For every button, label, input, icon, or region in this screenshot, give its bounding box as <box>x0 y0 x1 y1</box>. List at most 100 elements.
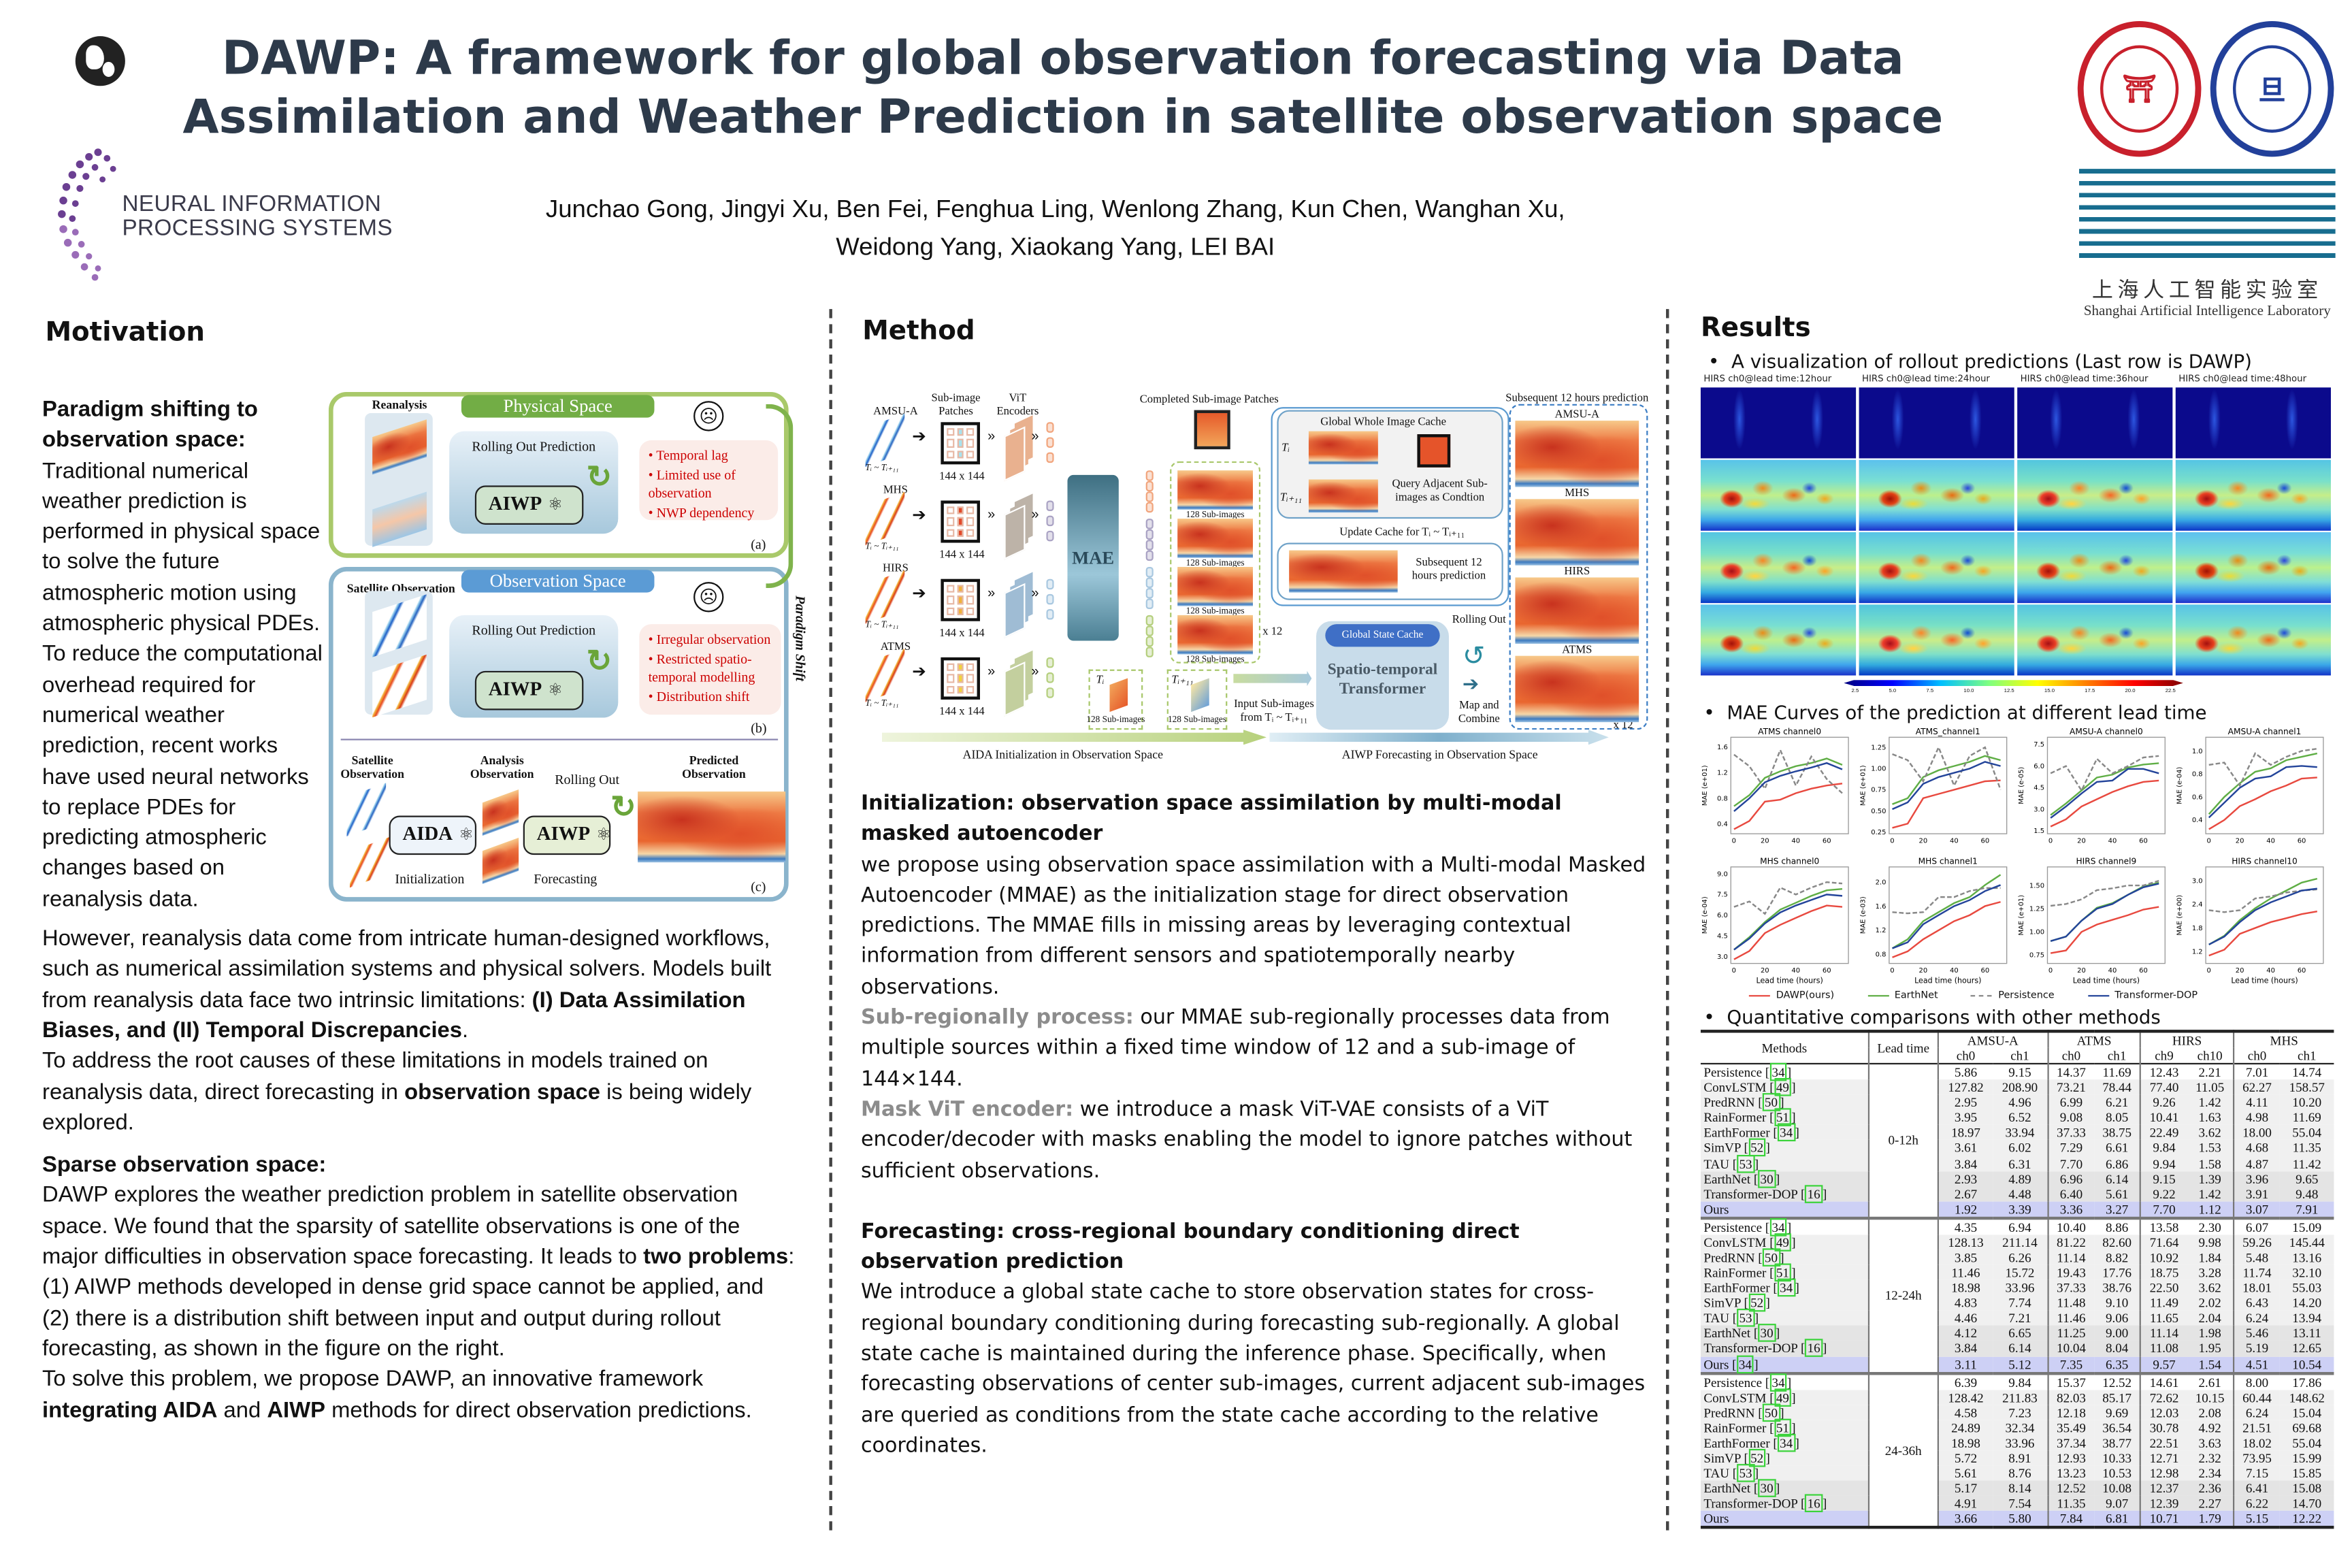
motivation-paragraph-1: Paradigm shifting to observation space: … <box>42 395 796 915</box>
value-cell: 55.04 <box>2280 1125 2334 1141</box>
method-cell: PredRNN [50] <box>1700 1093 1869 1112</box>
table-row: RainFormer [51] 11.46 15.72 19.43 17.76 18.75… <box>1700 1263 2334 1282</box>
method-name: TAU <box>1703 1465 1733 1481</box>
baseline-prediction-panel <box>1859 459 2014 531</box>
value-cell: 11.35 <box>2046 1496 2095 1512</box>
value-cell: 9.69 <box>2094 1404 2141 1420</box>
sub-images-count-label: 128 Sub-images <box>1186 655 1245 665</box>
value-cell: 211.83 <box>1993 1389 2048 1405</box>
baseline-prediction-panel <box>1859 532 2014 604</box>
value-cell: 55.04 <box>2280 1435 2334 1450</box>
address-bold: observation space <box>404 1080 600 1105</box>
baseline-prediction-panel <box>1700 459 1857 531</box>
citation-ref: 30 <box>1758 1479 1776 1498</box>
value-cell: 71.64 <box>2140 1234 2187 1250</box>
series-line-transformer-dop <box>1733 894 1843 951</box>
table-row: EarthFormer [34] 18.97 33.94 37.33 38.75 22.4… <box>1700 1124 2334 1142</box>
table-row: Transformer-DOP [16] 2.67 4.48 6.40 5.61 9.22… <box>1700 1184 2334 1203</box>
aida-init-label: AIDA Initialization in Observation Space <box>962 747 1163 762</box>
method-cell: PredRNN [50] <box>1700 1248 1869 1267</box>
series-line-transformer-dop <box>2050 883 2159 943</box>
value-cell: 6.24 <box>2232 1404 2281 1420</box>
value-cell: 8.91 <box>1993 1450 2048 1466</box>
patch-cell <box>966 428 975 436</box>
lead-time-cell: 12-24h <box>1867 1218 1939 1373</box>
value-cell: 11.74 <box>2232 1264 2281 1280</box>
patch-cell <box>957 663 964 672</box>
value-cell: 2.95 <box>1937 1094 1993 1110</box>
global-state-cache-pill: Global State Cache <box>1325 624 1440 647</box>
th-channel: ch0 <box>1937 1047 1993 1064</box>
input-ti-box <box>1088 669 1143 730</box>
table-row: EarthNet [30] 5.17 8.14 12.52 10.08 12.37 2.36… <box>1700 1479 2334 1498</box>
subregional-label: Sub-regionally process: <box>860 1005 1134 1030</box>
value-cell: 15.04 <box>2280 1404 2334 1420</box>
token-icon <box>1046 500 1054 512</box>
method-cell: TAU [53] <box>1700 1464 1869 1482</box>
value-cell: 3.27 <box>2094 1201 2141 1218</box>
token-icon <box>1145 566 1154 578</box>
value-cell: 5.72 <box>1937 1450 1993 1466</box>
method-cell: EarthNet [30] <box>1700 1169 1869 1188</box>
shlab-mark-icon <box>2079 169 2336 265</box>
token-icon <box>1046 672 1054 683</box>
patch-cell <box>966 595 975 604</box>
method-cell: Ours [34] <box>1700 1354 1869 1373</box>
method-name: Persistence <box>1703 1219 1765 1235</box>
paradigm-shift-arrow-icon <box>766 404 794 588</box>
value-cell: 6.99 <box>2046 1094 2095 1110</box>
solve-bold-1: integrating AIDA <box>42 1398 218 1423</box>
mae-chart: MHS channel1 0.8 1.2 1.6 2.0 0 20 40 60 MAE (e-03… <box>1859 856 2008 985</box>
method-cell: EarthNet [30] <box>1700 1479 1869 1498</box>
token-icon <box>1145 625 1154 636</box>
heatmap-column-label: HIRS ch0@lead time:12hour <box>1703 374 1832 385</box>
legend-label: Persistence <box>1998 989 2055 1002</box>
y-tick-label: 3.0 <box>2192 877 2203 885</box>
x-tick-label: 20 <box>1761 967 1769 975</box>
y-axis-label: MAE (e-04) <box>1701 896 1709 934</box>
th-group: ATMS <box>2046 1031 2141 1048</box>
authors-line1: Junchao Gong, Jingyi Xu, Ben Fei, Fenghu… <box>545 195 1565 223</box>
value-cell: 82.03 <box>2046 1389 2095 1405</box>
value-cell: 11.69 <box>2280 1109 2334 1126</box>
value-cell: 22.51 <box>2140 1435 2187 1450</box>
y-axis-label: MAE (e-03) <box>1859 896 1867 934</box>
method-name: EarthNet <box>1703 1326 1754 1341</box>
reanalysis-thumbnail <box>365 413 433 547</box>
cache-image <box>1308 479 1378 513</box>
th-channel: ch9 <box>2140 1047 2187 1064</box>
value-cell: 2.21 <box>2198 1064 2221 1080</box>
value-cell: 18.98 <box>1937 1435 1993 1450</box>
value-cell: 3.95 <box>1937 1109 1993 1126</box>
bullet-mae-text: MAE Curves of the prediction at differen… <box>1727 701 2207 724</box>
observation-panel <box>2175 387 2331 459</box>
value-cell: 6.24 <box>2232 1310 2281 1326</box>
arrow-right-icon: ➔ <box>912 428 926 446</box>
series-line-dawp-ours- <box>2208 777 2317 830</box>
series-line-persistence <box>1733 881 1843 915</box>
value-cell: 6.07 <box>2232 1218 2281 1235</box>
value-cell: 10.04 <box>2046 1341 2095 1356</box>
reanalysis-label: Reanalysis <box>372 397 427 412</box>
value-cell: 72.62 <box>2140 1389 2187 1405</box>
map-combine-label: Map and Combine <box>1458 698 1500 725</box>
results-heading: Results <box>1700 313 1811 344</box>
observation-panel <box>2017 387 2173 459</box>
token-icon <box>1145 636 1154 647</box>
chevron-icon: » <box>987 663 996 679</box>
method-cell: EarthFormer [34] <box>1700 1124 1869 1142</box>
sub-images-stack <box>1170 461 1261 664</box>
patch-cell <box>966 528 975 537</box>
mae-chart: HIRS channel9 0.75 1.00 1.25 1.50 0 20 40 60 MAE … <box>2018 856 2166 985</box>
method-cell: SimVP [52] <box>1700 1448 1869 1467</box>
value-cell: 7.54 <box>1993 1496 2048 1512</box>
aiwp-label: AIWP <box>488 491 542 514</box>
y-tick-label: 0.50 <box>1871 808 1886 815</box>
x-tick-label: 60 <box>1823 837 1831 845</box>
aida-box: AIDA ⚛ <box>389 815 477 855</box>
value-cell: 8.00 <box>2232 1373 2281 1390</box>
patch-cell <box>957 450 964 459</box>
value-cell: 13.58 <box>2140 1218 2187 1235</box>
series-line-transformer-dop <box>2208 765 2317 819</box>
prediction-image <box>1515 421 1639 487</box>
